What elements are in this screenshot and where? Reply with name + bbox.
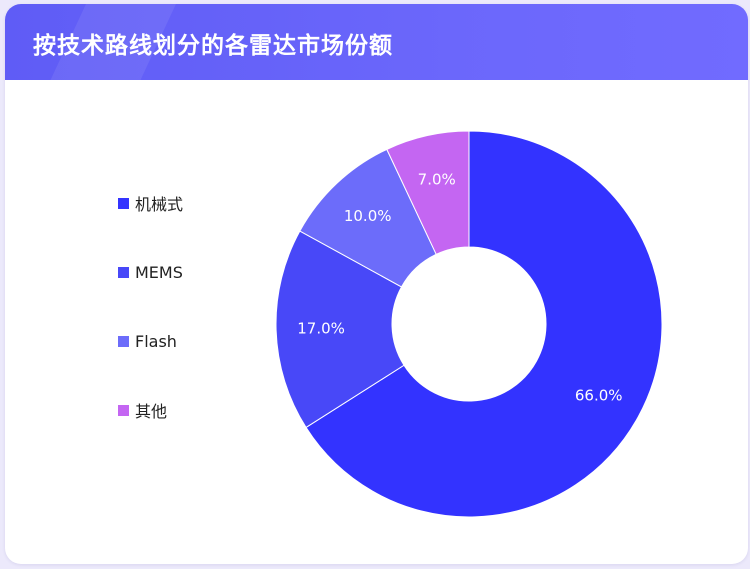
donut-slice-1[interactable] (275, 230, 405, 429)
card-header: 按技术路线划分的各雷达市场份额 (5, 4, 748, 80)
legend-swatch (118, 335, 129, 347)
legend-label: Flash (135, 331, 177, 351)
legend-label: MEMS (135, 262, 183, 282)
legend-label: 机械式 (135, 195, 184, 214)
slice-value-label-0: 66.0% (575, 386, 623, 404)
page-title: 按技术路线划分的各雷达市场份额 (33, 33, 393, 59)
donut-slice-0[interactable] (305, 130, 663, 518)
legend-swatch (118, 404, 129, 416)
chart-card: 按技术路线划分的各雷达市场份额 机械式 MEMS Flash 其他 66.0% 17.0… (5, 4, 748, 564)
legend-item-1[interactable]: MEMS (118, 261, 238, 283)
legend-item-2[interactable]: Flash (118, 330, 238, 352)
slice-value-label-2: 10.0% (344, 207, 392, 225)
slice-value-label-1: 17.0% (297, 320, 345, 338)
donut-slice-3[interactable] (386, 130, 470, 255)
donut-chart: 66.0% 17.0% 10.0% 7.0% (275, 130, 663, 518)
legend-item-0[interactable]: 机械式 (118, 192, 238, 214)
legend-label: 其他 (135, 402, 168, 421)
legend-item-3[interactable]: 其他 (118, 399, 238, 421)
slice-value-label-3: 7.0% (418, 171, 456, 189)
legend-swatch (118, 266, 129, 278)
legend-swatch (118, 197, 129, 209)
